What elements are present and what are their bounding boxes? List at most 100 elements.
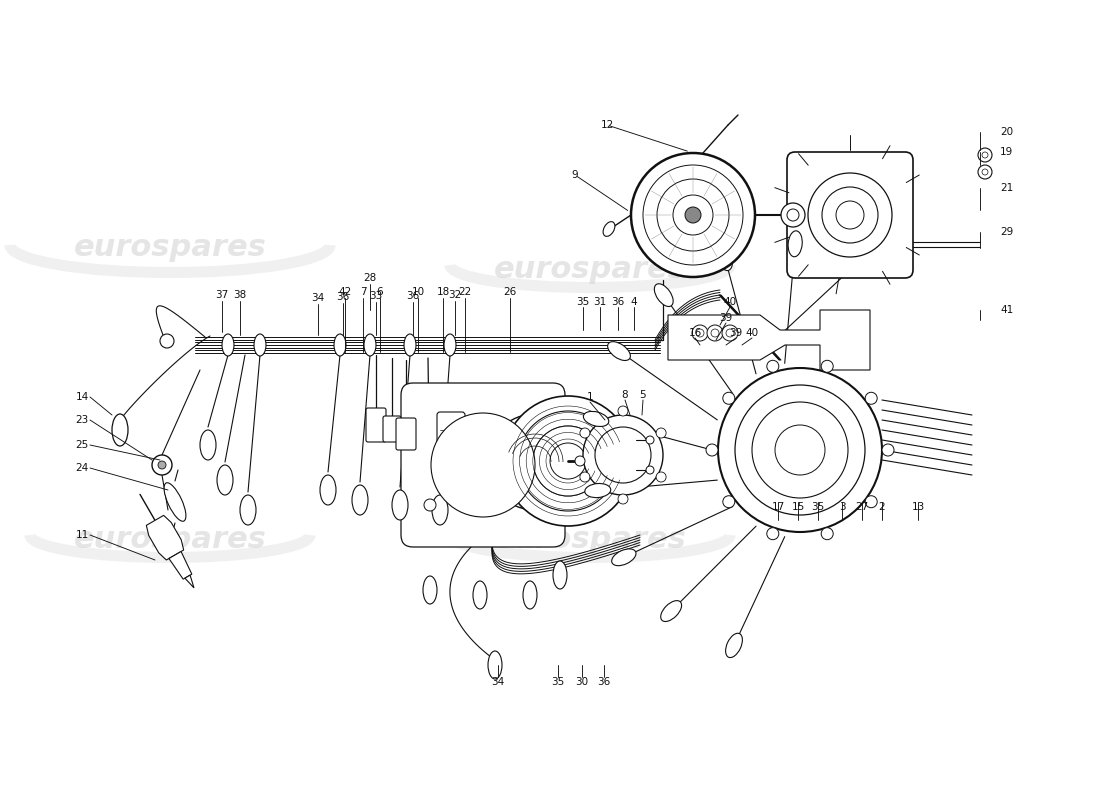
FancyBboxPatch shape: [786, 152, 913, 278]
Text: 30: 30: [575, 677, 589, 687]
Circle shape: [673, 195, 713, 235]
Circle shape: [575, 456, 585, 466]
FancyBboxPatch shape: [383, 416, 402, 442]
Ellipse shape: [488, 651, 502, 679]
Circle shape: [470, 439, 478, 447]
Circle shape: [644, 165, 743, 265]
Text: 40: 40: [746, 328, 759, 338]
Text: 7: 7: [360, 287, 366, 297]
Text: 39: 39: [729, 328, 743, 338]
Ellipse shape: [352, 485, 368, 515]
Circle shape: [982, 152, 988, 158]
Text: 12: 12: [601, 120, 614, 130]
Text: 8: 8: [621, 390, 628, 400]
Circle shape: [722, 325, 738, 341]
Ellipse shape: [654, 284, 673, 306]
Text: 16: 16: [689, 328, 702, 338]
Text: 11: 11: [76, 530, 89, 540]
Text: eurospares: eurospares: [74, 526, 266, 554]
Circle shape: [866, 392, 877, 404]
Text: 21: 21: [1000, 183, 1013, 193]
Ellipse shape: [112, 414, 128, 446]
Circle shape: [515, 442, 556, 482]
Circle shape: [767, 528, 779, 540]
Text: 17: 17: [771, 502, 784, 512]
Text: 23: 23: [76, 415, 89, 425]
Text: 36: 36: [612, 297, 625, 307]
Text: 2: 2: [879, 502, 886, 512]
Text: 27: 27: [856, 502, 869, 512]
Text: 9: 9: [572, 170, 579, 180]
Text: eurospares: eurospares: [494, 526, 686, 554]
Ellipse shape: [424, 576, 437, 604]
Text: 20: 20: [1000, 127, 1013, 137]
Ellipse shape: [473, 581, 487, 609]
Circle shape: [646, 436, 654, 444]
Circle shape: [487, 414, 583, 510]
Text: 10: 10: [411, 287, 425, 297]
Ellipse shape: [726, 634, 742, 658]
Ellipse shape: [717, 245, 733, 270]
Circle shape: [580, 428, 590, 438]
Circle shape: [836, 201, 864, 229]
Text: 6: 6: [376, 287, 383, 297]
Circle shape: [882, 444, 894, 456]
FancyBboxPatch shape: [396, 418, 416, 450]
Ellipse shape: [583, 411, 608, 426]
Circle shape: [590, 435, 626, 471]
FancyBboxPatch shape: [366, 408, 386, 442]
Ellipse shape: [404, 334, 416, 356]
Circle shape: [767, 360, 779, 372]
Circle shape: [656, 472, 667, 482]
Circle shape: [735, 385, 865, 515]
Text: 13: 13: [912, 502, 925, 512]
Text: 1: 1: [586, 392, 593, 402]
Ellipse shape: [553, 561, 566, 589]
Polygon shape: [169, 551, 191, 579]
Circle shape: [822, 360, 833, 372]
Circle shape: [696, 329, 704, 337]
Circle shape: [786, 209, 799, 221]
Circle shape: [656, 428, 667, 438]
Text: 35: 35: [576, 297, 590, 307]
Circle shape: [776, 425, 825, 475]
Text: 35: 35: [551, 677, 564, 687]
Circle shape: [978, 148, 992, 162]
Circle shape: [550, 443, 586, 479]
Text: 18: 18: [437, 287, 450, 297]
Circle shape: [534, 426, 603, 496]
Ellipse shape: [254, 334, 266, 356]
Text: eurospares: eurospares: [494, 255, 686, 285]
Text: 42: 42: [339, 287, 352, 297]
Text: 36: 36: [337, 292, 350, 302]
Circle shape: [706, 444, 718, 456]
Text: 28: 28: [363, 273, 376, 283]
Text: 35: 35: [812, 502, 825, 512]
Circle shape: [726, 329, 734, 337]
Text: 40: 40: [724, 297, 737, 307]
Circle shape: [692, 325, 708, 341]
Circle shape: [631, 153, 755, 277]
Circle shape: [424, 499, 436, 511]
Text: 37: 37: [216, 290, 229, 300]
Circle shape: [723, 392, 735, 404]
Circle shape: [707, 325, 723, 341]
Circle shape: [781, 203, 805, 227]
Circle shape: [618, 406, 628, 416]
Text: 38: 38: [233, 290, 246, 300]
Ellipse shape: [603, 222, 615, 236]
Text: 5: 5: [640, 390, 647, 400]
Ellipse shape: [607, 342, 630, 361]
Circle shape: [503, 396, 632, 526]
Circle shape: [466, 435, 482, 451]
Circle shape: [500, 427, 570, 497]
Circle shape: [595, 427, 651, 483]
Circle shape: [580, 472, 590, 482]
Ellipse shape: [432, 495, 448, 525]
Text: 34: 34: [492, 677, 505, 687]
Ellipse shape: [222, 334, 234, 356]
Polygon shape: [185, 575, 194, 588]
Ellipse shape: [334, 334, 346, 356]
Text: 25: 25: [76, 440, 89, 450]
Circle shape: [822, 187, 878, 243]
